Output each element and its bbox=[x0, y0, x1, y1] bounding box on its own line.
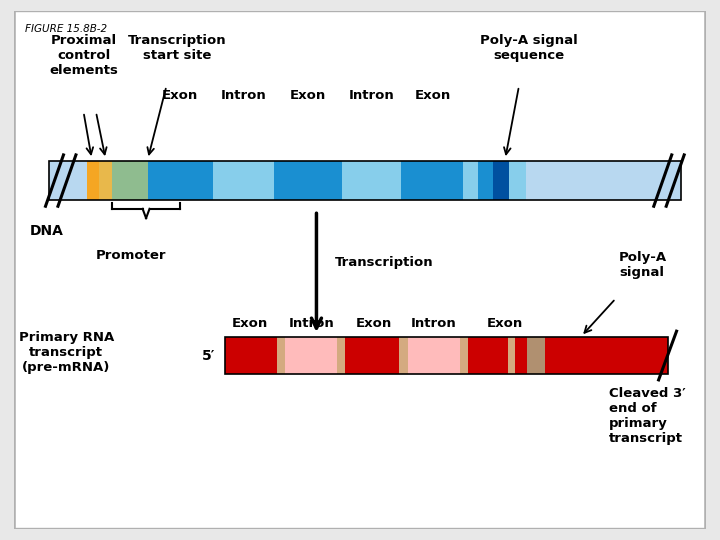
Bar bbox=[544, 338, 667, 374]
Bar bbox=[468, 338, 495, 374]
Bar bbox=[508, 338, 515, 374]
Text: Intron: Intron bbox=[289, 316, 335, 329]
Bar bbox=[515, 338, 527, 374]
Bar bbox=[112, 161, 148, 200]
Bar bbox=[285, 338, 337, 374]
Bar bbox=[346, 338, 400, 374]
Bar bbox=[277, 338, 285, 374]
Text: Exon: Exon bbox=[356, 316, 392, 329]
Bar bbox=[337, 338, 346, 374]
Bar bbox=[87, 161, 99, 200]
Text: Exon: Exon bbox=[231, 316, 268, 329]
Text: 5′: 5′ bbox=[202, 348, 215, 362]
Text: Intron: Intron bbox=[349, 89, 395, 102]
Text: Transcription: Transcription bbox=[335, 256, 433, 269]
FancyBboxPatch shape bbox=[14, 11, 706, 529]
Text: Proximal
control
elements: Proximal control elements bbox=[49, 34, 118, 77]
Bar bbox=[274, 161, 342, 200]
Bar bbox=[495, 338, 508, 374]
Bar bbox=[463, 161, 478, 200]
Bar bbox=[225, 338, 667, 374]
Bar bbox=[225, 338, 667, 374]
Bar bbox=[459, 338, 468, 374]
Text: Exon: Exon bbox=[415, 89, 451, 102]
Text: Intron: Intron bbox=[221, 89, 266, 102]
Bar bbox=[478, 161, 493, 200]
Text: Poly-A
signal: Poly-A signal bbox=[619, 251, 667, 279]
Bar bbox=[527, 338, 544, 374]
Bar bbox=[213, 161, 274, 200]
Text: Exon: Exon bbox=[290, 89, 326, 102]
Bar bbox=[342, 161, 401, 200]
Text: DNA: DNA bbox=[30, 224, 63, 238]
Text: FIGURE 15.8B-2: FIGURE 15.8B-2 bbox=[24, 24, 107, 34]
Text: Poly-A signal
sequence: Poly-A signal sequence bbox=[480, 34, 578, 62]
Bar bbox=[526, 161, 681, 200]
Bar bbox=[99, 161, 112, 200]
Text: Primary RNA
transcript
(pre-mRNA): Primary RNA transcript (pre-mRNA) bbox=[19, 332, 114, 374]
Bar bbox=[148, 161, 213, 200]
Text: Promoter: Promoter bbox=[95, 249, 166, 262]
Bar bbox=[400, 338, 408, 374]
Bar bbox=[49, 161, 87, 200]
Bar bbox=[49, 161, 681, 200]
Bar bbox=[49, 161, 681, 200]
Text: Exon: Exon bbox=[487, 316, 523, 329]
Bar bbox=[493, 161, 508, 200]
Text: Exon: Exon bbox=[162, 89, 199, 102]
Text: Transcription
start site: Transcription start site bbox=[127, 34, 226, 62]
Bar bbox=[508, 161, 526, 200]
Bar bbox=[225, 338, 277, 374]
Text: Cleaved 3′
end of
primary
transcript: Cleaved 3′ end of primary transcript bbox=[609, 387, 685, 444]
Text: Intron: Intron bbox=[411, 316, 456, 329]
Bar bbox=[401, 161, 463, 200]
Bar bbox=[408, 338, 459, 374]
